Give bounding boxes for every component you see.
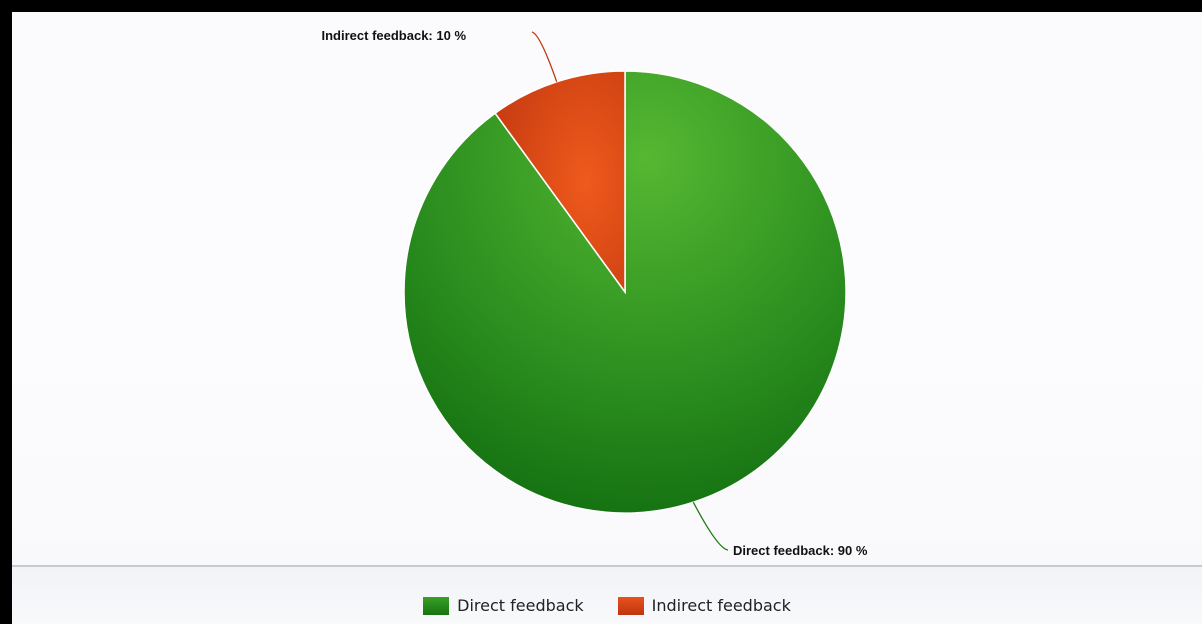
legend-label-direct: Direct feedback xyxy=(457,596,584,615)
data-label-indirect-feedback: Indirect feedback: 10 % xyxy=(322,28,467,43)
pie-chart: Direct feedback: 90 % Indirect feedback: … xyxy=(322,28,868,558)
legend-area: Direct feedback Indirect feedback xyxy=(12,567,1202,624)
connector-direct-feedback xyxy=(692,501,729,551)
legend-swatch-direct xyxy=(423,596,450,615)
data-label-direct-feedback: Direct feedback: 90 % xyxy=(733,543,868,558)
plot-area: Direct feedback: 90 % Indirect feedback: … xyxy=(12,12,1202,567)
connector-indirect-feedback xyxy=(531,31,558,83)
legend-label-indirect: Indirect feedback xyxy=(651,596,791,615)
legend-item-direct-feedback[interactable]: Direct feedback xyxy=(423,596,584,615)
legend-item-indirect-feedback[interactable]: Indirect feedback xyxy=(617,596,791,615)
legend-swatch-indirect xyxy=(617,596,644,615)
legend: Direct feedback Indirect feedback xyxy=(12,596,1202,615)
